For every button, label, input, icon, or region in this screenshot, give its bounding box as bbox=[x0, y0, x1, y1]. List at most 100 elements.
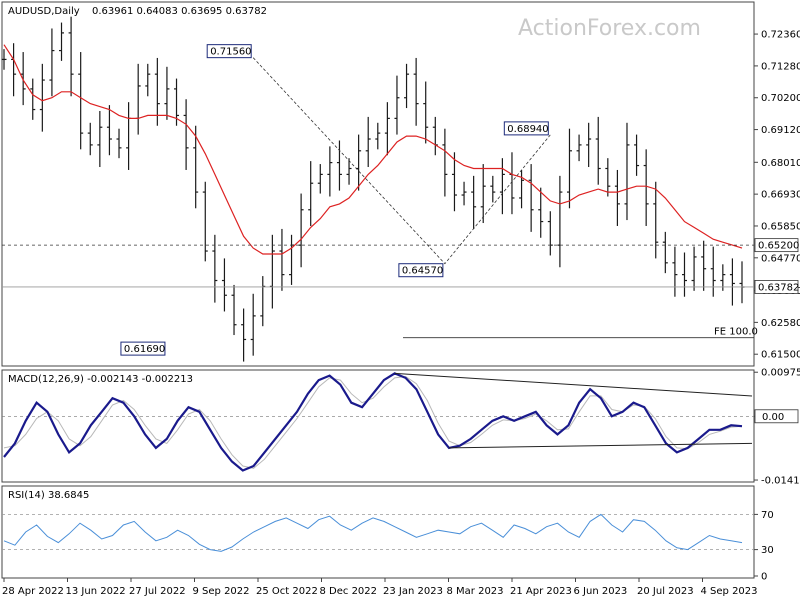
price-bar bbox=[327, 146, 332, 196]
price-annotation-label: 0.71560 bbox=[210, 47, 251, 58]
price-bar bbox=[644, 149, 649, 226]
macd-axis: 0.0097510.00-0.0141070.00 bbox=[754, 368, 800, 487]
price-bar bbox=[308, 161, 313, 226]
price-y-tick-label: 0.61500 bbox=[761, 350, 800, 361]
date-tick-label: 8 Mar 2023 bbox=[447, 586, 504, 597]
price-bar bbox=[394, 76, 399, 135]
price-bar bbox=[375, 123, 380, 150]
price-bar bbox=[126, 102, 131, 170]
price-panel-frame bbox=[2, 2, 754, 366]
price-bar bbox=[692, 247, 697, 291]
price-bar bbox=[663, 232, 668, 273]
price-bar bbox=[653, 182, 658, 259]
price-bar bbox=[548, 211, 553, 255]
price-annotation: 0.64570 bbox=[399, 264, 443, 277]
price-y-tick-label: 0.69120 bbox=[761, 125, 800, 136]
macd-title: MACD(12,26,9) -0.002143 -0.002213 bbox=[8, 374, 193, 385]
price-bar bbox=[471, 176, 476, 229]
moving-average-line bbox=[4, 45, 742, 254]
price-axis: 0.723600.712800.702000.691200.680100.669… bbox=[754, 30, 800, 361]
price-bar bbox=[577, 135, 582, 162]
price-bar bbox=[442, 129, 447, 197]
macd-current-tag-label: 0.00 bbox=[762, 412, 784, 423]
price-bar bbox=[78, 52, 83, 149]
level-tag-label: 0.63782 bbox=[758, 282, 799, 293]
price-bar bbox=[490, 176, 495, 203]
date-tick-label: 9 Sep 2022 bbox=[193, 586, 250, 597]
rsi-title: RSI(14) 38.6845 bbox=[8, 490, 89, 501]
price-bar bbox=[337, 140, 342, 190]
price-bar bbox=[596, 117, 601, 185]
price-annotation: 0.61690 bbox=[121, 342, 165, 355]
price-bar bbox=[299, 194, 304, 268]
price-bar bbox=[701, 241, 706, 291]
price-y-tick-label: 0.72360 bbox=[761, 30, 800, 41]
date-tick-label: 20 Jul 2023 bbox=[637, 586, 694, 597]
price-annotation: 0.71560 bbox=[207, 45, 251, 58]
date-tick-label: 25 Oct 2022 bbox=[256, 586, 318, 597]
price-bar bbox=[49, 28, 54, 96]
price-y-tick-label: 0.71280 bbox=[761, 61, 800, 72]
price-bar bbox=[538, 188, 543, 238]
zigzag-dashed-line bbox=[253, 58, 550, 264]
price-bar bbox=[404, 64, 409, 108]
rsi-y-tick-label: 30 bbox=[761, 545, 774, 556]
rsi-y-tick-label: 0 bbox=[761, 572, 767, 583]
price-bar bbox=[69, 17, 74, 97]
price-y-tick-label: 0.65850 bbox=[761, 221, 800, 232]
rsi-y-tick-label: 70 bbox=[761, 510, 774, 521]
price-bar bbox=[145, 64, 150, 96]
price-bar bbox=[567, 129, 572, 209]
date-tick-label: 27 Jul 2022 bbox=[129, 586, 186, 597]
price-bar bbox=[136, 64, 141, 135]
price-bar bbox=[682, 253, 687, 297]
price-bar bbox=[11, 43, 16, 96]
price-bar bbox=[222, 258, 227, 311]
price-bar bbox=[107, 105, 112, 155]
watermark: ActionForex.com bbox=[518, 16, 701, 41]
rsi-plot bbox=[2, 514, 754, 551]
price-annotation-label: 0.64570 bbox=[402, 266, 443, 277]
price-bar bbox=[232, 285, 237, 335]
price-bar bbox=[586, 123, 591, 167]
price-bar bbox=[624, 123, 629, 220]
price-bar bbox=[672, 247, 677, 297]
date-tick-label: 13 Jun 2022 bbox=[66, 586, 126, 597]
price-title: AUDUSD,Daily bbox=[8, 6, 80, 17]
fe-label: FE 100.0 bbox=[714, 327, 758, 338]
price-panel: ActionForex.com AUDUSD,Daily 0.63961 0.6… bbox=[2, 2, 800, 366]
price-bar bbox=[509, 152, 514, 214]
date-tick-label: 4 Sep 2023 bbox=[701, 586, 758, 597]
price-bar bbox=[433, 117, 438, 155]
price-bar bbox=[605, 158, 610, 196]
date-tick-label: 8 Dec 2022 bbox=[320, 586, 378, 597]
price-bar bbox=[184, 99, 189, 170]
rsi-panel-frame bbox=[2, 486, 754, 578]
price-y-tick-label: 0.62580 bbox=[761, 318, 800, 329]
price-bar bbox=[260, 276, 265, 326]
price-bar bbox=[385, 102, 390, 155]
price-bar bbox=[366, 117, 371, 167]
price-annotation-label: 0.68940 bbox=[507, 124, 548, 135]
macd-panel: MACD(12,26,9) -0.002143 -0.002213 0.0097… bbox=[2, 368, 800, 487]
price-bar bbox=[634, 135, 639, 176]
date-tick-label: 21 Apr 2023 bbox=[510, 586, 572, 597]
price-bar bbox=[711, 247, 716, 297]
macd-y-tick-label: -0.014107 bbox=[761, 476, 800, 487]
rsi-line bbox=[4, 514, 742, 551]
price-bar bbox=[414, 58, 419, 126]
price-bar bbox=[164, 67, 169, 120]
price-y-tick-label: 0.68010 bbox=[761, 158, 800, 169]
date-tick-label: 23 Jan 2023 bbox=[383, 586, 443, 597]
price-y-tick-label: 0.70200 bbox=[761, 93, 800, 104]
price-bar bbox=[730, 258, 735, 305]
price-plot: 0.71560 0.68940 0.64570 0.61690 bbox=[2, 17, 755, 362]
price-annotation-label: 0.61690 bbox=[124, 344, 165, 355]
price-bar bbox=[21, 52, 26, 105]
price-bar bbox=[289, 235, 294, 285]
price-annotation: 0.68940 bbox=[504, 122, 548, 135]
price-bar bbox=[203, 182, 208, 262]
price-bar bbox=[740, 261, 745, 303]
